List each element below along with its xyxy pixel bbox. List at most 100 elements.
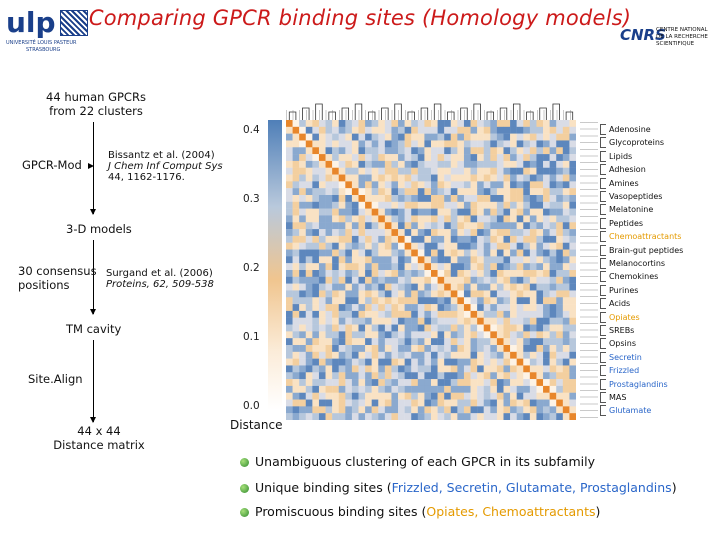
heatmap-cell <box>510 147 517 155</box>
heatmap-cell <box>325 235 333 243</box>
heatmap-cell <box>404 283 412 291</box>
heatmap-cell <box>286 126 293 134</box>
heatmap-cell <box>450 215 458 223</box>
heatmap-cell <box>378 154 386 162</box>
heatmap-cell <box>490 379 498 387</box>
heatmap-cell <box>490 283 498 291</box>
heatmap-cell <box>345 215 353 223</box>
heatmap-cell <box>457 126 465 134</box>
heatmap-cell <box>404 351 412 359</box>
heatmap-cell <box>365 304 372 312</box>
heatmap-cell <box>523 256 531 264</box>
heatmap-cell <box>483 229 491 237</box>
heatmap-cell <box>325 399 333 407</box>
heatmap-cell <box>549 358 557 366</box>
heatmap-cell <box>450 338 458 346</box>
heatmap-cell <box>358 304 366 312</box>
family-name: Acids <box>609 299 631 309</box>
family-name: Opsins <box>609 339 637 349</box>
heatmap-cell <box>305 392 313 400</box>
heatmap-cell <box>305 256 313 264</box>
heatmap-cell <box>483 331 491 339</box>
heatmap-cell <box>371 276 379 284</box>
heatmap-cell <box>404 270 412 278</box>
heatmap-cell <box>510 385 517 393</box>
heatmap-cell <box>411 290 419 298</box>
heatmap-cell <box>325 263 333 271</box>
ulp-logo-text: ulp <box>6 6 56 39</box>
heatmap-cell <box>463 174 471 182</box>
heatmap-cell <box>345 140 353 148</box>
heatmap-cell <box>536 215 544 223</box>
heatmap-cell <box>338 208 346 216</box>
heatmap-cell <box>318 249 326 257</box>
heatmap-cell <box>292 372 300 380</box>
heatmap-cell <box>549 331 557 339</box>
heatmap-cell <box>338 154 346 162</box>
heatmap-cell <box>457 351 465 359</box>
heatmap-cell <box>470 181 478 189</box>
heatmap-cell <box>523 304 531 312</box>
heatmap-cell <box>417 338 425 346</box>
heatmap-cell <box>549 297 557 305</box>
heatmap-cell <box>384 147 392 155</box>
heatmap-cell <box>549 413 557 420</box>
heatmap-cell <box>457 147 465 155</box>
heatmap-cell <box>496 242 504 250</box>
heatmap-cell <box>437 406 445 414</box>
heatmap-cell <box>549 270 557 278</box>
heatmap-cell <box>569 372 576 380</box>
heatmap-cell <box>562 392 570 400</box>
heatmap-cell <box>312 201 320 209</box>
heatmap-cell <box>345 331 353 339</box>
heatmap-cell <box>351 338 359 346</box>
heatmap-cell <box>404 208 412 216</box>
heatmap-cell <box>510 270 517 278</box>
heatmap-cell <box>431 365 438 373</box>
heatmap-cell <box>437 351 445 359</box>
heatmap-cell <box>411 249 419 257</box>
heatmap-cell <box>312 304 320 312</box>
heatmap-cell <box>286 304 293 312</box>
family-label: Amines <box>600 177 639 189</box>
heatmap-cell <box>305 283 313 291</box>
family-label: Opsins <box>600 338 637 350</box>
family-name: Amines <box>609 178 639 188</box>
bullet-3-suffix: ) <box>595 504 601 519</box>
heatmap-cell <box>345 256 353 264</box>
heatmap-cell <box>463 297 471 305</box>
heatmap-cell <box>384 372 392 380</box>
heatmap-cell <box>490 208 498 216</box>
heatmap-cell <box>536 133 544 141</box>
heatmap-cell <box>510 297 517 305</box>
heatmap-cell <box>457 290 465 298</box>
heatmap-cell <box>404 385 412 393</box>
heatmap-cell <box>457 385 465 393</box>
heatmap-cell <box>556 379 564 387</box>
heatmap-cell <box>424 365 432 373</box>
heatmap-cell <box>417 270 425 278</box>
family-name: Adhesion <box>609 165 646 175</box>
heatmap-cell <box>371 195 379 203</box>
heatmap-cell <box>318 379 326 387</box>
heatmap-cell <box>543 392 550 400</box>
heatmap-cell <box>569 338 576 346</box>
heatmap-cell <box>299 126 306 134</box>
heatmap-cell <box>490 399 498 407</box>
family-label: Glycoproteins <box>600 137 664 149</box>
heatmap-cell <box>332 297 339 305</box>
heatmap-cell <box>431 379 438 387</box>
heatmap-cell <box>325 297 333 305</box>
heatmap-cell <box>483 195 491 203</box>
heatmap-cell <box>569 385 576 393</box>
heatmap-cell <box>338 270 346 278</box>
heatmap-cell <box>299 188 306 196</box>
heatmap-cell <box>562 235 570 243</box>
heatmap-cell <box>529 290 537 298</box>
consensus-line1: 30 consensus <box>18 264 97 278</box>
heatmap-cell <box>549 290 557 298</box>
heatmap-cell <box>391 385 399 393</box>
heatmap-cell <box>378 249 386 257</box>
heatmap-cell <box>365 392 372 400</box>
heatmap-cell <box>384 338 392 346</box>
